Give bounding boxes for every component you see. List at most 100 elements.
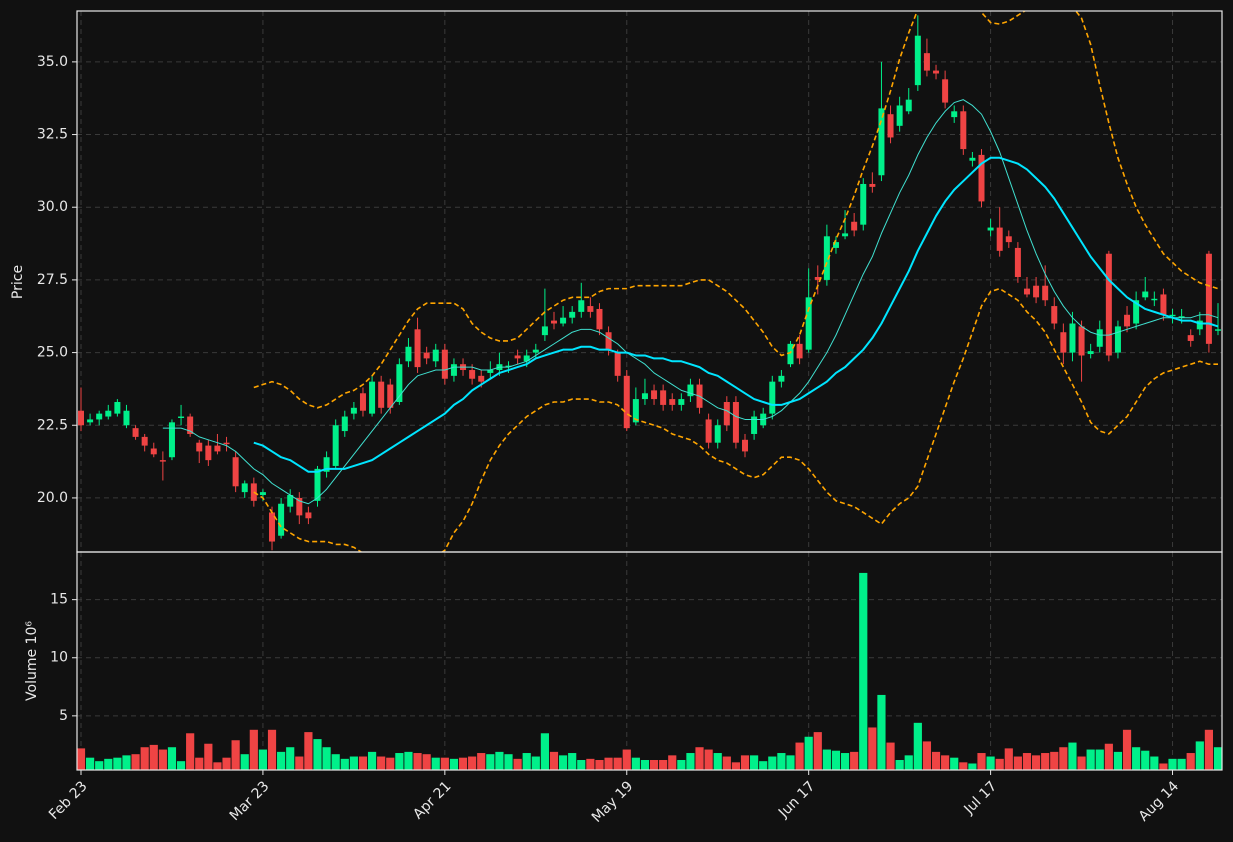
- candle-body: [550, 320, 557, 324]
- overlay-line: [162, 99, 1219, 505]
- volume-bar: [358, 756, 368, 770]
- candle-body: [1096, 329, 1103, 347]
- volume-bar: [1195, 741, 1204, 770]
- volume-bar: [549, 751, 559, 770]
- volume-bar: [104, 758, 113, 770]
- volume-bar: [1168, 758, 1177, 770]
- volume-bar: [558, 755, 568, 770]
- volume-bar: [904, 755, 913, 770]
- candle-body: [441, 349, 448, 379]
- candle-body: [159, 460, 166, 462]
- candle-body: [742, 439, 749, 452]
- volume-bar: [750, 755, 759, 770]
- y-tick-label: 35.0: [37, 54, 68, 70]
- volume-bar: [240, 754, 249, 770]
- candle-body: [350, 407, 357, 414]
- candle-body: [278, 503, 285, 536]
- candle-body: [369, 381, 376, 414]
- volume-bar: [1004, 748, 1013, 770]
- volume-bar: [431, 757, 440, 770]
- candle-body: [287, 495, 294, 507]
- volume-axis-label: Volume 10⁶: [24, 621, 40, 701]
- volume-bar: [140, 747, 149, 770]
- volume-bar: [313, 739, 322, 770]
- candle-body: [1087, 351, 1094, 355]
- candle-body: [669, 399, 676, 405]
- candle-body: [432, 349, 439, 362]
- volume-bar: [131, 754, 140, 770]
- volume-bar: [322, 747, 331, 770]
- candle-body: [205, 445, 212, 461]
- candle-body: [578, 300, 585, 312]
- candle-body: [569, 311, 576, 318]
- volume-bar: [1113, 751, 1123, 770]
- candle-body: [150, 448, 157, 455]
- volume-bar: [477, 753, 486, 770]
- candle-body: [732, 401, 739, 443]
- volume-bar: [522, 753, 531, 770]
- candle-body: [232, 457, 239, 487]
- volume-bar: [859, 572, 868, 770]
- volume-bar: [768, 756, 777, 770]
- candle-body: [623, 375, 630, 429]
- volume-bar: [1150, 756, 1159, 770]
- volume-bar: [804, 736, 813, 770]
- y-tick-label: 27.5: [37, 272, 68, 288]
- candle-body: [641, 393, 648, 400]
- volume-bar: [468, 756, 477, 770]
- volume-bar: [1022, 753, 1032, 770]
- price-panel: [77, 11, 1222, 552]
- volume-bar: [640, 760, 650, 770]
- candle-body: [778, 375, 785, 382]
- volume-bar: [304, 732, 313, 770]
- volume-bar: [877, 694, 886, 770]
- candle-body: [1078, 326, 1085, 356]
- candle-body: [1033, 285, 1040, 298]
- candle-body: [132, 428, 139, 437]
- candle-body: [414, 329, 421, 368]
- volume-bar: [404, 751, 413, 770]
- volume-bar: [286, 747, 295, 770]
- volume-bar: [931, 751, 941, 770]
- candle-body: [478, 375, 485, 382]
- volume-bar: [659, 760, 668, 770]
- candle-body: [178, 416, 185, 418]
- y-tick-label: 20.0: [37, 490, 68, 506]
- volume-bar: [622, 749, 631, 770]
- volume-bar: [122, 755, 131, 770]
- volume-bar: [795, 742, 804, 770]
- candle-body: [787, 343, 794, 365]
- candle-body: [560, 317, 567, 324]
- volume-bar: [195, 757, 204, 770]
- volume-bar: [222, 757, 231, 770]
- volume-bar: [440, 757, 449, 770]
- volume-bar: [277, 751, 286, 770]
- volume-bar: [850, 751, 859, 770]
- volume-bar: [1204, 729, 1213, 770]
- candle-body: [259, 492, 266, 496]
- candle-body: [1005, 236, 1012, 243]
- volume-bar: [1186, 753, 1195, 770]
- volume-bar: [1213, 747, 1222, 770]
- candle-body: [196, 442, 203, 452]
- volume-bar: [713, 753, 722, 770]
- volume-bar: [668, 755, 677, 770]
- volume-bar: [586, 758, 595, 770]
- volume-bar: [895, 760, 904, 770]
- volume-bar: [204, 743, 213, 770]
- volume-bar: [813, 732, 822, 770]
- candle-body: [723, 401, 730, 426]
- candle-body: [1023, 288, 1030, 295]
- candle-body: [532, 349, 539, 353]
- candle-body: [387, 384, 394, 408]
- candle-body: [423, 352, 430, 359]
- candle-body: [678, 399, 685, 405]
- volume-bar: [913, 722, 922, 770]
- candle-body: [105, 410, 112, 417]
- volume-bar: [1159, 763, 1168, 770]
- candle-body: [805, 297, 812, 350]
- volume-bar: [777, 753, 786, 770]
- candle-body: [860, 183, 867, 225]
